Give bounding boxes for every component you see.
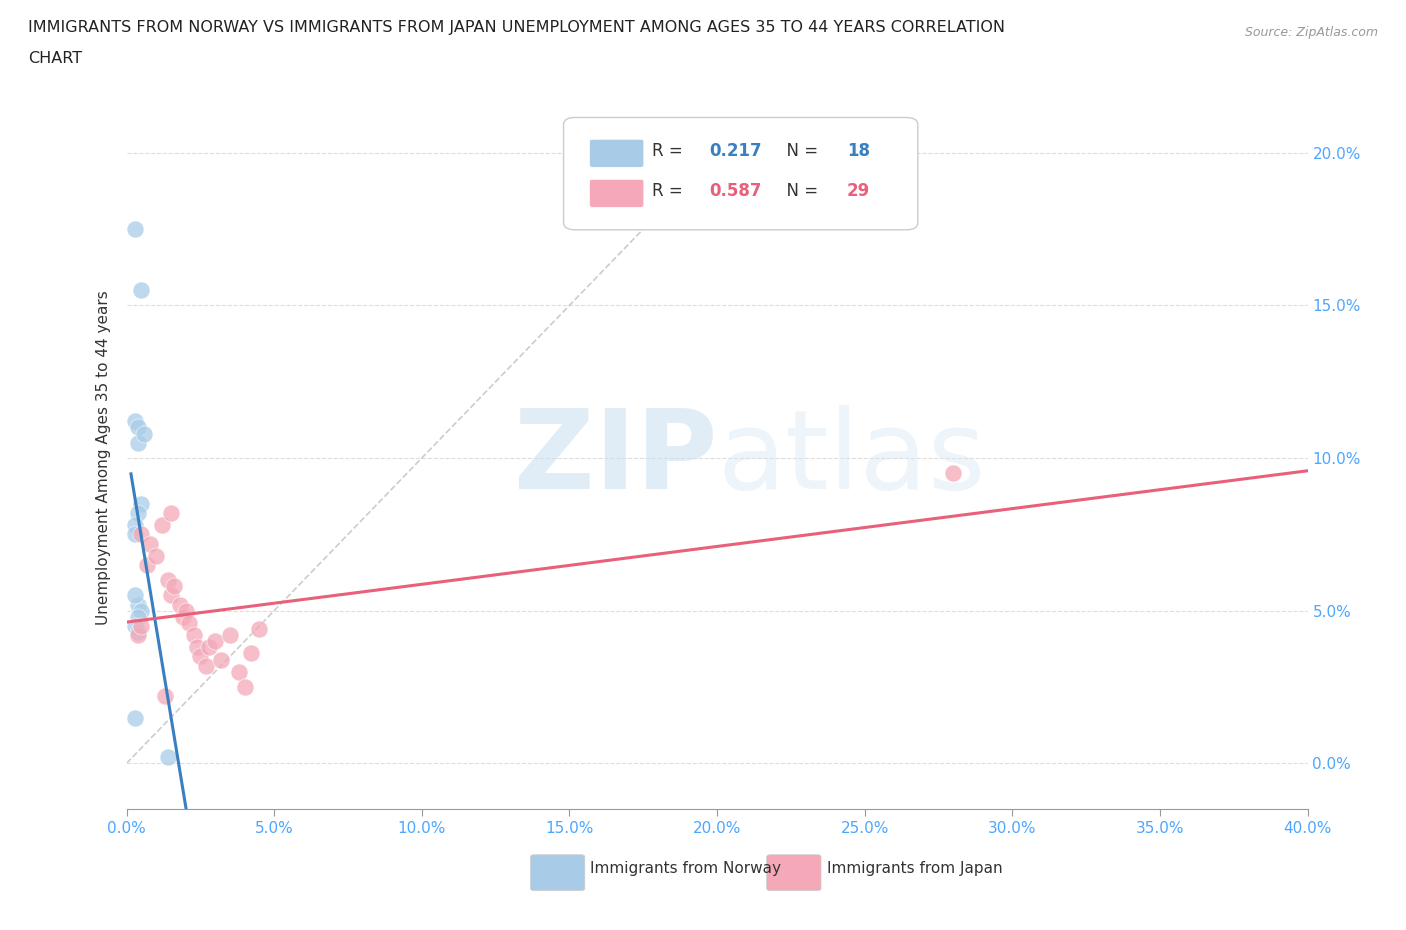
Text: N =: N = (776, 142, 824, 160)
Point (188, 649, 212, 664)
Text: atlas: atlas (717, 405, 986, 512)
Point (172, 609, 194, 624)
Point (139, 536, 162, 551)
Text: CHART: CHART (28, 51, 82, 66)
Point (233, 680, 256, 695)
Point (228, 664, 250, 679)
Point (150, 518, 173, 533)
Point (156, 573, 179, 588)
Point (169, 597, 191, 612)
Point (160, 506, 183, 521)
Point (177, 616, 200, 631)
Point (186, 640, 208, 655)
Point (124, 618, 146, 633)
Text: N =: N = (776, 182, 824, 200)
Point (127, 625, 149, 640)
Point (127, 609, 149, 624)
Point (129, 618, 153, 633)
Point (134, 426, 156, 441)
Point (127, 597, 149, 612)
Text: Source: ZipAtlas.com: Source: ZipAtlas.com (1244, 26, 1378, 39)
Point (127, 506, 149, 521)
Point (129, 527, 153, 542)
Text: Immigrants from Japan: Immigrants from Japan (827, 861, 1002, 876)
Text: 18: 18 (846, 142, 870, 160)
Point (174, 604, 197, 618)
Point (127, 420, 149, 435)
Point (153, 689, 176, 704)
Point (219, 628, 242, 643)
Point (129, 497, 153, 512)
Point (136, 557, 159, 572)
Point (129, 283, 153, 298)
Text: Immigrants from Norway: Immigrants from Norway (589, 861, 780, 876)
Point (127, 628, 149, 643)
Y-axis label: Unemployment Among Ages 35 to 44 years: Unemployment Among Ages 35 to 44 years (96, 291, 111, 625)
Point (195, 658, 218, 673)
Point (239, 646, 262, 661)
Point (124, 588, 146, 603)
Point (942, 466, 965, 481)
Text: R =: R = (652, 142, 688, 160)
Point (129, 604, 153, 618)
Point (183, 628, 205, 643)
FancyBboxPatch shape (530, 855, 585, 891)
FancyBboxPatch shape (589, 140, 644, 167)
FancyBboxPatch shape (589, 179, 644, 207)
Point (249, 621, 271, 636)
Point (156, 750, 179, 764)
Point (204, 633, 226, 648)
Point (124, 518, 146, 533)
Text: 0.587: 0.587 (709, 182, 761, 200)
Point (127, 435, 149, 450)
Text: 29: 29 (846, 182, 870, 200)
Point (198, 640, 221, 655)
Text: R =: R = (652, 182, 688, 200)
FancyBboxPatch shape (564, 117, 918, 230)
Text: ZIP: ZIP (513, 405, 717, 512)
FancyBboxPatch shape (766, 855, 821, 891)
Text: 0.217: 0.217 (709, 142, 762, 160)
Point (124, 221, 146, 236)
Point (160, 588, 183, 603)
Point (163, 578, 186, 593)
Point (209, 652, 232, 667)
Text: IMMIGRANTS FROM NORWAY VS IMMIGRANTS FROM JAPAN UNEMPLOYMENT AMONG AGES 35 TO 44: IMMIGRANTS FROM NORWAY VS IMMIGRANTS FRO… (28, 20, 1005, 35)
Point (124, 711, 146, 725)
Point (124, 527, 146, 542)
Point (124, 414, 146, 429)
Point (145, 549, 167, 564)
